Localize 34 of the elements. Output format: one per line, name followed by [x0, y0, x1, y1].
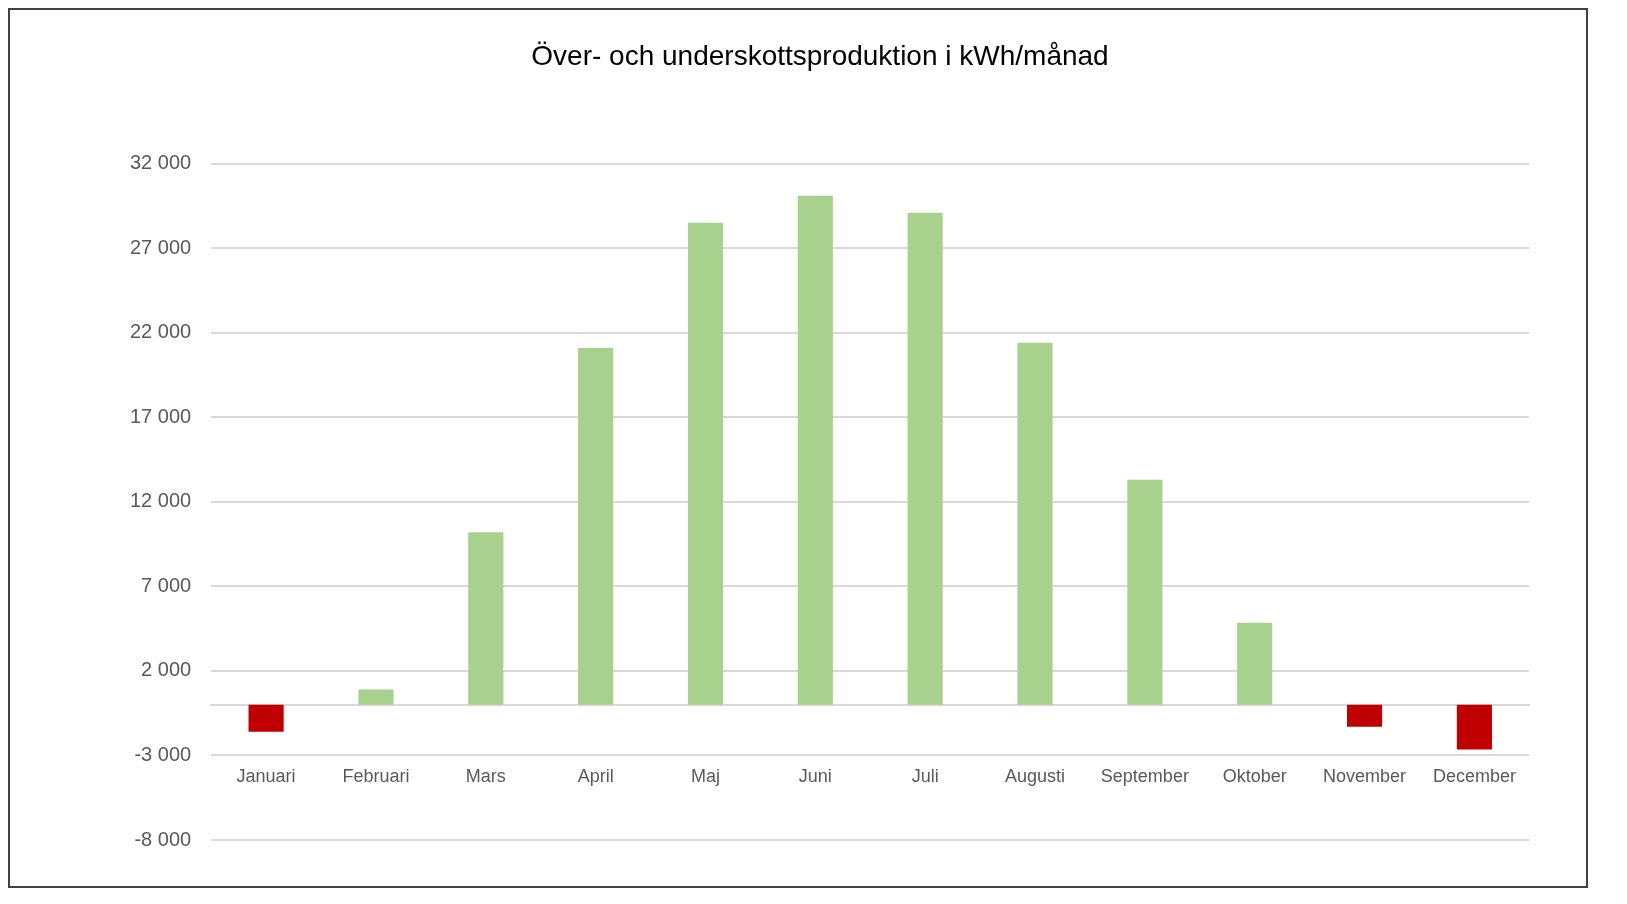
y-tick-label: 12 000 [130, 489, 192, 512]
y-tick-label: 17 000 [130, 404, 192, 427]
chart-title: Över- och underskottsproduktion i kWh/månad [531, 39, 1109, 71]
bar [1346, 704, 1383, 727]
x-tick-label: Oktober [1222, 766, 1287, 787]
y-tick-label: 2 000 [141, 658, 192, 681]
bar [248, 704, 284, 732]
bar [578, 347, 614, 705]
x-tick-label: November [1323, 766, 1407, 787]
bar [1127, 479, 1163, 705]
y-tick-label: -8 000 [134, 827, 192, 850]
x-tick-label: April [577, 766, 614, 787]
x-tick-label: Februari [342, 766, 410, 787]
bar [907, 212, 943, 705]
y-tick-label: -3 000 [134, 742, 192, 765]
x-tick-label: Augusti [1004, 766, 1066, 787]
bar [687, 222, 724, 705]
x-tick-label: Mars [465, 766, 506, 787]
x-tick-label: December [1432, 766, 1516, 787]
bar [1237, 622, 1273, 705]
y-tick-label: 32 000 [130, 151, 192, 174]
x-tick-label: Januari [236, 766, 296, 787]
y-tick-label: 27 000 [130, 235, 192, 258]
x-tick-label: Maj [690, 766, 720, 787]
x-tick-label: Juni [798, 766, 832, 787]
bar [1456, 704, 1492, 750]
bar [797, 195, 833, 705]
bar [358, 689, 394, 705]
x-tick-label: September [1100, 766, 1189, 787]
x-tick-label: Juli [911, 766, 939, 787]
bar [1017, 342, 1053, 705]
bar [468, 532, 504, 705]
y-tick-label: 7 000 [141, 573, 192, 596]
y-tick-label: 22 000 [130, 320, 192, 343]
